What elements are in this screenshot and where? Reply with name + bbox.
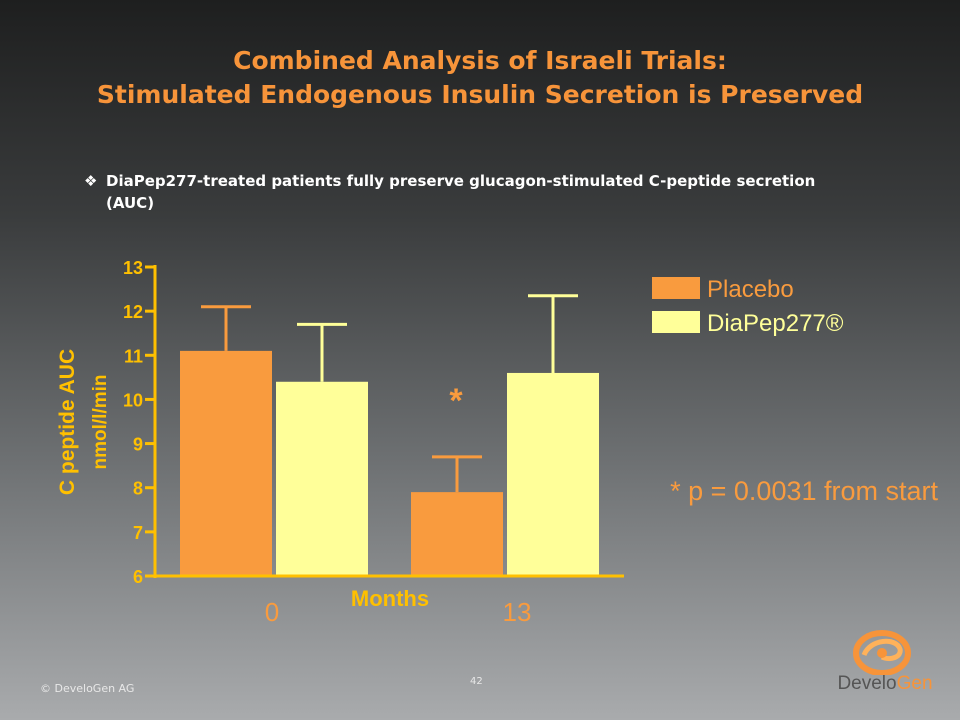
logo-text-part2: Gen [896,673,933,694]
p-value-note: * p = 0.0031 from start [670,476,938,506]
y-tick-label-13: 13 [123,258,143,278]
significance-star: * [449,382,463,420]
legend-label-0: Placebo [707,276,794,303]
x-category-label-0: 0 [265,597,279,627]
y-tick-label-12: 12 [123,302,143,322]
logo-wordmark: DeveloGen [830,673,940,695]
x-axis-label: Months [351,586,429,611]
swirl-logo-icon [853,630,911,676]
slide-title: Combined Analysis of Israeli Trials: Sti… [0,44,960,112]
bar-diapep-13 [507,372,599,576]
bar-diapep-0 [276,381,368,576]
bullet-point: ❖ DiaPep277-treated patients fully prese… [84,170,854,214]
y-tick-label-8: 8 [133,479,143,499]
legend-swatch-1 [652,311,700,333]
legend-label-1: DiaPep277® [707,310,844,337]
bar-placebo-0 [180,350,272,576]
y-axis-label-line-2: nmol/l/min [90,375,111,470]
x-category-label-13: 13 [503,597,532,627]
page-number: 42 [470,676,483,687]
title-line-2: Stimulated Endogenous Insulin Secretion … [96,80,864,109]
y-tick-label-6: 6 [133,567,143,587]
y-tick-label-7: 7 [133,523,143,543]
bullet-text: DiaPep277-treated patients fully preserv… [106,172,816,212]
legend-swatch-0 [652,277,700,299]
develogen-logo: DeveloGen [830,625,940,697]
y-axis-label-line-1: C peptide AUC [56,349,79,495]
y-tick-label-10: 10 [123,390,143,410]
y-tick-label-11: 11 [124,346,143,366]
bar-placebo-13 [411,492,503,576]
y-tick-label-9: 9 [133,435,143,455]
diamond-bullet-icon: ❖ [84,172,98,190]
title-line-1: Combined Analysis of Israeli Trials: [233,46,727,75]
logo-text-part1: Develo [837,673,897,694]
copyright-text: © DeveloGen AG [40,682,135,695]
